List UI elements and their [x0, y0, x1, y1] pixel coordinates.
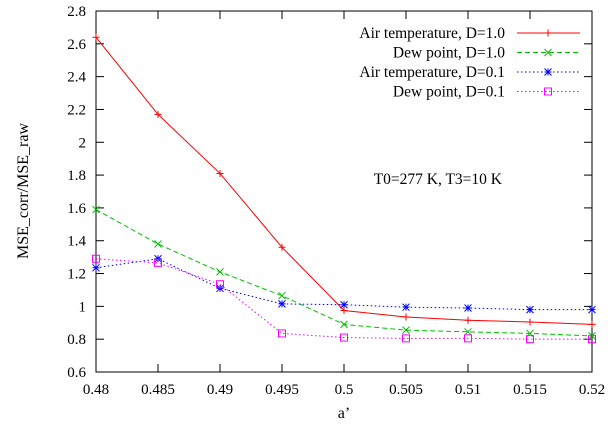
x-tick-label: 0.52	[579, 382, 605, 398]
data-point	[340, 333, 348, 342]
data-point	[402, 313, 410, 321]
x-tick-label: 0.49	[207, 382, 233, 398]
series-line	[95, 209, 593, 337]
x-tick-label: 0.505	[389, 382, 423, 398]
data-point	[340, 300, 348, 309]
data-point	[588, 335, 596, 344]
y-tick-label: 2.2	[67, 102, 86, 118]
x-tick-label: 0.495	[265, 382, 299, 398]
x-tick-label: 0.515	[513, 382, 547, 398]
data-point	[154, 110, 162, 118]
data-point	[588, 320, 596, 328]
data-point	[402, 303, 410, 312]
y-tick-label: 1.4	[67, 234, 86, 250]
x-tick-label: 0.485	[141, 382, 175, 398]
y-tick-label: 1	[79, 299, 87, 315]
y-tick-label: 2	[79, 135, 87, 151]
data-point	[92, 33, 100, 41]
series	[92, 205, 596, 340]
data-point	[544, 29, 552, 37]
data-point	[216, 268, 224, 276]
data-point	[464, 327, 472, 336]
data-point	[92, 263, 100, 272]
data-point	[278, 329, 286, 338]
y-tick-label: 2.4	[67, 70, 86, 86]
data-point	[402, 326, 410, 335]
axis-ticks: 0.6 0.8 1 1.2 1.4 1.6 1.8 2 2.2 2.4 2.6 2.8 0.48 0.48…	[67, 4, 605, 398]
series	[92, 254, 596, 314]
data-point	[402, 334, 410, 343]
y-axis-title: MSE_corr/MSE_raw	[15, 123, 32, 259]
data-point	[278, 291, 286, 300]
series-group	[92, 33, 596, 344]
y-tick-label: 2.6	[67, 37, 86, 53]
y-tick-label: 1.2	[67, 267, 86, 283]
x-tick-label: 0.51	[455, 382, 481, 398]
series-line	[95, 36, 593, 325]
data-point	[278, 300, 286, 308]
plot-frame	[95, 10, 593, 373]
x-tick-label: 0.5	[335, 382, 354, 398]
x-axis-title: a’	[338, 405, 350, 422]
legend: Air temperature, D=1.0 Dew point, D=1.0 Ai…	[359, 25, 580, 101]
data-point	[216, 280, 224, 289]
data-point	[92, 254, 100, 263]
data-point	[464, 316, 472, 324]
y-tick-label: 0.8	[67, 332, 86, 348]
data-point	[588, 305, 596, 314]
data-point	[154, 240, 162, 248]
x-tick-label: 0.48	[83, 382, 109, 398]
series	[92, 254, 596, 344]
series	[92, 33, 596, 328]
y-tick-label: 0.6	[67, 365, 86, 381]
data-point	[526, 335, 534, 344]
data-point	[216, 284, 224, 293]
legend-label: Dew point, D=1.0	[393, 45, 505, 62]
data-point	[544, 48, 552, 57]
data-point	[544, 68, 552, 76]
y-tick-label: 1.8	[67, 168, 86, 184]
data-point	[464, 334, 472, 343]
data-point	[154, 258, 162, 267]
legend-label: Air temperature, D=0.1	[359, 64, 505, 81]
data-point	[278, 243, 286, 251]
legend-label: Air temperature, D=1.0	[359, 25, 505, 42]
annotation: T0=277 K, T3=10 K	[374, 171, 503, 188]
data-point	[464, 304, 472, 312]
data-point	[526, 318, 534, 326]
data-point	[544, 87, 552, 96]
data-point	[154, 254, 162, 263]
legend-label: Dew point, D=0.1	[393, 84, 505, 101]
data-point	[92, 205, 100, 214]
data-point	[216, 169, 224, 177]
data-point	[526, 305, 534, 314]
data-point	[340, 320, 348, 329]
series-line	[95, 258, 592, 340]
y-tick-label: 2.8	[67, 4, 86, 20]
y-tick-label: 1.6	[67, 201, 86, 217]
